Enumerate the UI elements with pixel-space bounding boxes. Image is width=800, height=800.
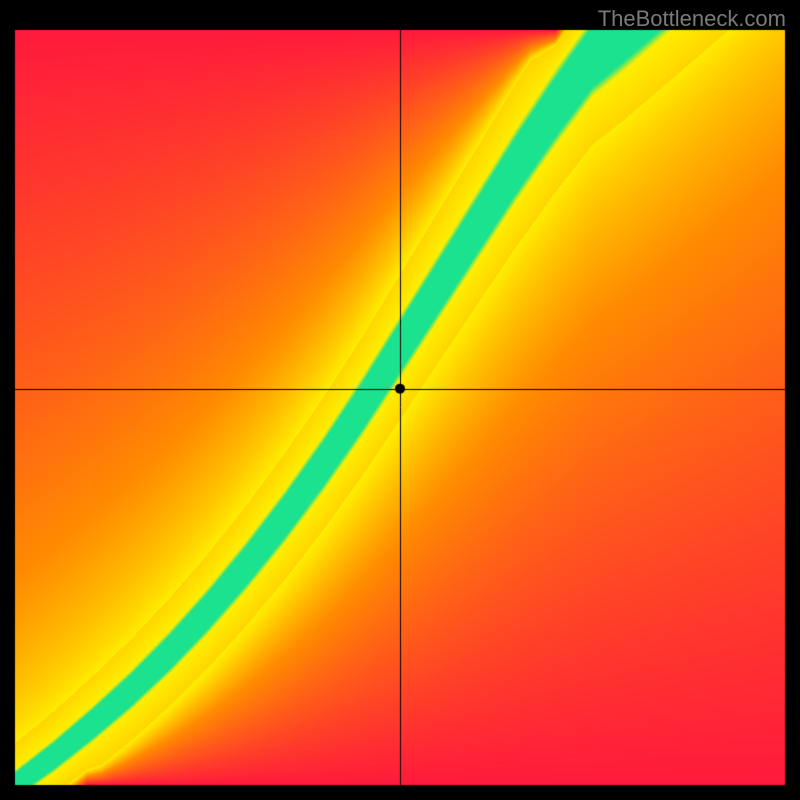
watermark: TheBottleneck.com: [598, 6, 786, 32]
chart-container: TheBottleneck.com: [0, 0, 800, 800]
bottleneck-heatmap: [0, 0, 800, 800]
